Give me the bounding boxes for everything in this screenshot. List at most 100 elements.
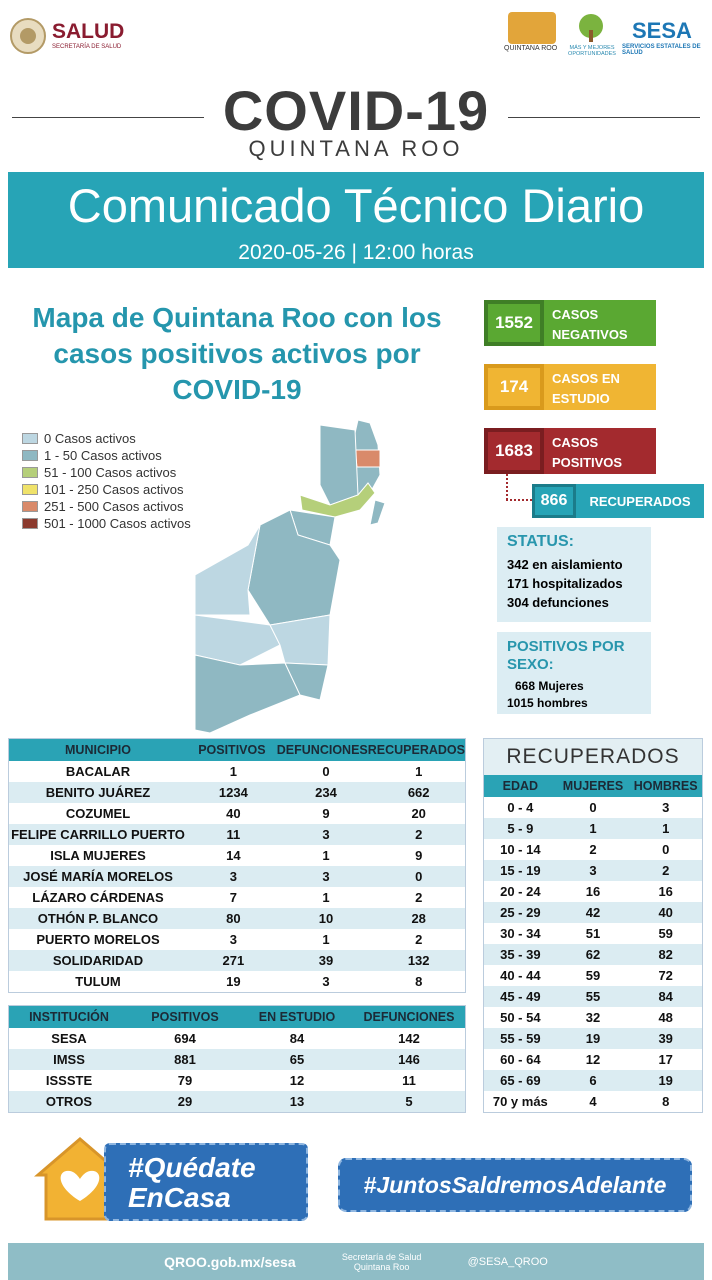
cell: 234	[315, 785, 337, 800]
cell: 694	[174, 1031, 196, 1046]
cell: 48	[658, 1010, 673, 1025]
cell: 70 y más	[492, 1094, 548, 1109]
header-cell: MUJERES	[562, 779, 624, 793]
cell: 32	[585, 1010, 601, 1025]
footer-bar: QROO.gob.mx/sesa Secretaría de Salud Qui…	[8, 1243, 704, 1280]
table-row: 50 - 54 32 48	[484, 1007, 702, 1028]
oportunidades-logo: MÁS Y MEJORES OPORTUNIDADES	[568, 45, 616, 57]
legend-item: 101 - 250 Casos activos	[22, 481, 191, 498]
table-header: MUNICIPIO POSITIVOS DEFUNCIONES RECUPERADOS	[9, 739, 465, 761]
cell: 2	[589, 842, 597, 857]
table-row: TULUM 19 3 8	[9, 971, 465, 992]
twitter[interactable]: @SESA_QROO	[467, 1255, 548, 1268]
stat-positivos: 1683 CASOS POSITIVOS	[484, 428, 656, 474]
cell: COZUMEL	[65, 806, 131, 821]
cell: 11	[402, 1073, 416, 1088]
cell: 9	[415, 848, 423, 863]
table-header: EDAD MUJERES HOMBRES	[484, 775, 702, 797]
table-row: 5 - 9 1 1	[484, 818, 702, 839]
instituciones-table: INSTITUCIÓN POSITIVOS EN ESTUDIO DEFUNCIONE…	[8, 1005, 466, 1113]
header-cell: DEFUNCIONES	[276, 743, 368, 757]
cell: 10	[318, 911, 334, 926]
cell: 62	[585, 947, 601, 962]
cell: TULUM	[75, 974, 121, 989]
cell: 6	[589, 1073, 597, 1088]
cell: BACALAR	[65, 764, 131, 779]
legend-swatch	[22, 450, 38, 461]
cell: FELIPE CARRILLO PUERTO	[11, 827, 185, 842]
table-row: 30 - 34 51 59	[484, 923, 702, 944]
cell: 15 - 19	[500, 863, 541, 878]
cell: 8	[662, 1094, 670, 1109]
cell: 3	[229, 932, 237, 947]
cell: 40	[226, 806, 241, 821]
table-row: 10 - 14 2 0	[484, 839, 702, 860]
cell: 9	[322, 806, 330, 821]
cell: ISLA MUJERES	[50, 848, 146, 863]
cell: 8	[415, 974, 423, 989]
cell: 12	[289, 1073, 305, 1088]
header-cell: HOMBRES	[633, 779, 698, 793]
cell: 1	[662, 821, 670, 836]
cell: 51	[585, 926, 601, 941]
table-row: JOSÉ MARÍA MORELOS 3 3 0	[9, 866, 465, 887]
table-row: 40 - 44 59 72	[484, 965, 702, 986]
cell: ISSSTE	[45, 1073, 93, 1088]
sexo-box: POSITIVOS POR SEXO: 668 Mujeres 1015 hombr…	[497, 632, 651, 714]
cell: 2	[662, 863, 670, 878]
map-title: Mapa de Quintana Roo con los casos posit…	[32, 302, 442, 405]
cell: 55 - 59	[500, 1031, 541, 1046]
cell: 19	[658, 1073, 673, 1088]
legend-swatch	[22, 518, 38, 529]
cell: 16	[585, 884, 601, 899]
legend-label: 101 - 250 Casos activos	[44, 482, 184, 497]
oportunidades-emblem	[579, 14, 603, 42]
cell: 39	[318, 953, 334, 968]
table-row: ISSSTE 79 12 11	[9, 1070, 465, 1091]
table-row: COZUMEL 40 9 20	[9, 803, 465, 824]
table-row: 25 - 29 42 40	[484, 902, 702, 923]
sexo-line: 1015 hombres	[507, 696, 588, 710]
cell: 40	[658, 905, 673, 920]
title-rule	[508, 117, 700, 118]
cell: 142	[398, 1031, 420, 1046]
table-row: 35 - 39 62 82	[484, 944, 702, 965]
qroo-emblem	[508, 12, 556, 44]
legend-item: 51 - 100 Casos activos	[22, 464, 191, 481]
table-row: FELIPE CARRILLO PUERTO 11 3 2	[9, 824, 465, 845]
map-legend: 0 Casos activos 1 - 50 Casos activos 51 - …	[22, 430, 191, 532]
stat-value: 174	[484, 364, 544, 410]
stat-value: 1683	[484, 428, 544, 474]
cell: 1	[415, 764, 423, 779]
legend-swatch	[22, 433, 38, 444]
cell: 59	[585, 968, 601, 983]
cell: 146	[398, 1052, 420, 1067]
cell: 12	[585, 1052, 601, 1067]
cell: 1	[322, 890, 330, 905]
table-row: 15 - 19 3 2	[484, 860, 702, 881]
facebook[interactable]: Secretaría de Salud Quintana Roo	[341, 1251, 422, 1272]
header-cell: MUNICIPIO	[65, 743, 131, 757]
banner-title: Comunicado Técnico Diario	[67, 179, 645, 232]
cell: 39	[658, 1031, 673, 1046]
cell: 881	[174, 1052, 196, 1067]
table-row: IMSS 881 65 146	[9, 1049, 465, 1070]
cell: 25 - 29	[500, 905, 541, 920]
cell: 132	[407, 953, 430, 968]
cell: 4	[589, 1094, 597, 1109]
salud-emblem	[10, 18, 46, 54]
website[interactable]: QROO.gob.mx/sesa	[164, 1253, 296, 1270]
header-cell: EDAD	[502, 779, 539, 793]
cell: 42	[585, 905, 601, 920]
cell: 271	[222, 953, 245, 968]
header-cell: RECUPERADOS	[367, 743, 465, 757]
header-cell: EN ESTUDIO	[258, 1010, 336, 1024]
header-cell: POSITIVOS	[198, 743, 266, 757]
header-cell: INSTITUCIÓN	[29, 1010, 109, 1024]
cell: OTROS	[45, 1094, 93, 1109]
cell: 50 - 54	[500, 1010, 541, 1025]
cell: 72	[658, 968, 673, 983]
cell: 82	[658, 947, 673, 962]
sexo-line: 668 Mujeres	[515, 679, 584, 693]
